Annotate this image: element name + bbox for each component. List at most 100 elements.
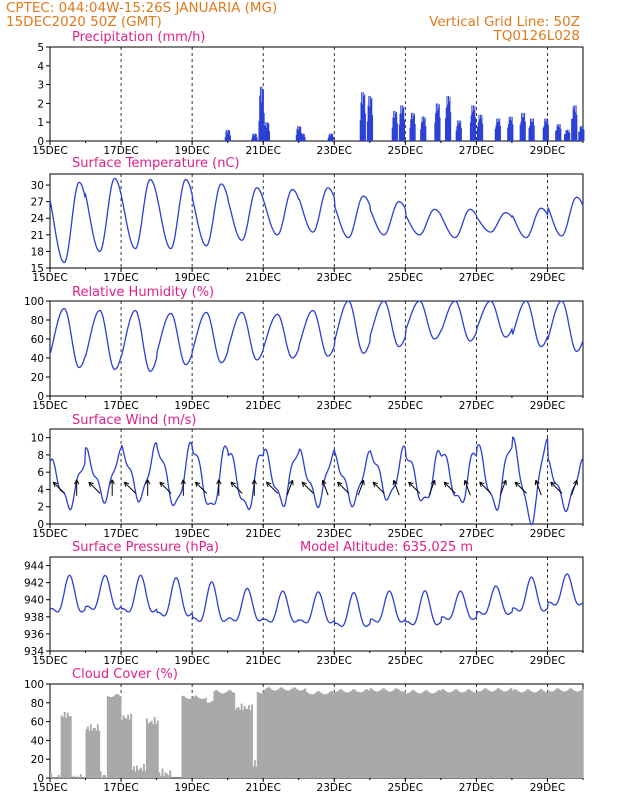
cloud-cover-bar: [349, 691, 351, 778]
cloud-cover-bar: [190, 698, 193, 778]
humidity-y-tick-label: 40: [31, 353, 44, 365]
cloud-cover-bar: [305, 691, 308, 778]
cloud-cover-bar: [433, 693, 436, 778]
cloud-cover-bar: [260, 693, 263, 778]
cloud-cover-bar: [122, 715, 125, 778]
cloud-cover-bar: [291, 688, 294, 778]
cloud-cover-bar: [141, 771, 144, 778]
precipitation-bar: [523, 117, 525, 141]
cloud-cover-bar: [221, 693, 223, 778]
cloud-cover-bar: [572, 690, 575, 778]
cloud-cover-bar: [423, 691, 425, 778]
precipitation-bar: [460, 120, 462, 141]
cloud-cover-bar: [242, 710, 245, 778]
pressure-y-tick-label: 942: [24, 578, 44, 590]
precipitation-bar: [266, 122, 268, 141]
precipitation-bar: [438, 104, 440, 141]
cloud-cover-bar: [424, 690, 427, 778]
precipitation-bar: [472, 105, 474, 141]
cloud-cover-bar: [544, 691, 547, 778]
cloud-cover-bar: [477, 691, 480, 778]
wind-x-tick-label: 19DEC: [174, 528, 209, 540]
precipitation-bar: [511, 116, 513, 141]
cloud-cover-bar: [131, 770, 134, 778]
precipitation-bar: [401, 113, 403, 141]
precipitation-bar: [458, 120, 460, 141]
cloud-cover-bar: [415, 692, 418, 778]
precipitation-bar: [436, 110, 438, 141]
cloud-cover-bar: [236, 707, 239, 778]
precipitation-bar: [368, 95, 370, 141]
cloud-cover-bar: [204, 697, 207, 778]
precipitation-bar: [371, 97, 373, 141]
temperature-x-tick-label: 29DEC: [530, 272, 565, 284]
cloud-cover-bar: [119, 696, 122, 778]
wind-direction-arrow: [514, 481, 527, 494]
cloud-cover-bar: [193, 696, 196, 778]
cloud-cover-bar: [207, 702, 210, 778]
cloud-cover-bar: [111, 696, 113, 778]
cloud-cover-bar: [187, 698, 190, 778]
humidity-x-tick-label: 29DEC: [530, 400, 565, 412]
cloud-cover-bar: [434, 692, 437, 778]
precipitation-bar: [571, 118, 573, 141]
precipitation-bar: [459, 122, 461, 141]
cloud-cover-bar: [246, 709, 249, 778]
precipitation-bar: [404, 119, 406, 141]
humidity-x-tick-label: 21DEC: [245, 400, 280, 412]
cloud-cover-bar: [516, 690, 519, 778]
cloud-cover-x-tick-label: 17DEC: [103, 782, 138, 794]
cloud-cover-bar: [400, 691, 403, 778]
cloud-cover-bar: [320, 693, 323, 778]
precipitation-bar: [411, 118, 413, 141]
precipitation-bar: [528, 128, 530, 141]
precipitation-bar: [359, 120, 361, 141]
cloud-cover-bar: [133, 766, 135, 778]
precipitation-bar: [477, 122, 479, 141]
precipitation-x-tick-label: 19DEC: [174, 145, 209, 157]
cloud-cover-bar: [159, 775, 162, 778]
precipitation-bar: [556, 124, 558, 141]
humidity-y-tick-label: 0: [37, 391, 44, 403]
cloud-cover-bar: [203, 698, 206, 778]
precipitation-bar: [252, 133, 254, 141]
cloud-cover-bar: [145, 718, 148, 778]
cloud-cover-bar: [248, 705, 250, 778]
precipitation-bar: [329, 133, 331, 141]
cloud-cover-bar: [206, 702, 209, 778]
cloud-cover-bar: [169, 770, 172, 778]
precipitation-bar: [566, 131, 568, 141]
cloud-cover-bar: [442, 689, 445, 778]
cloud-cover-bar: [565, 691, 568, 778]
temperature-panel: Surface Temperature (nC) 15DEC 17DEC 19DEC…: [31, 156, 584, 284]
cloud-cover-bar: [429, 692, 431, 778]
precipitation-bar: [229, 135, 231, 141]
wind-x-tick-label: 21DEC: [245, 528, 280, 540]
wind-y-tick-label: 0: [37, 519, 44, 531]
temperature-line: [49, 177, 584, 264]
precipitation-bar: [267, 123, 269, 141]
cloud-cover-x-tick-label: 15DEC: [32, 782, 67, 794]
wind-direction-arrow: [499, 479, 507, 496]
precipitation-bar: [303, 133, 305, 141]
cloud-cover-bar: [263, 690, 266, 778]
precipitation-bar: [400, 105, 402, 141]
wind-direction-arrow: [123, 481, 136, 494]
wind-x-tick-label: 17DEC: [103, 528, 138, 540]
precipitation-y-tick-label: 5: [37, 42, 44, 54]
cloud-cover-y-tick-label: 0: [37, 773, 44, 785]
precipitation-bar: [470, 115, 472, 141]
precipitation-bar: [457, 124, 459, 141]
precipitation-bar: [369, 95, 371, 141]
pressure-x-tick-label: 17DEC: [103, 655, 138, 667]
precipitation-y-tick-label: 3: [37, 80, 44, 92]
precipitation-bar: [530, 121, 532, 141]
cloud-cover-bar: [222, 693, 225, 778]
precipitation-bar: [332, 133, 334, 141]
cloud-cover-bar: [121, 719, 123, 778]
precipitation-bar: [422, 121, 424, 141]
cloud-cover-bar: [497, 688, 500, 778]
cloud-cover-bar: [301, 690, 304, 778]
cloud-cover-bar: [473, 692, 476, 778]
